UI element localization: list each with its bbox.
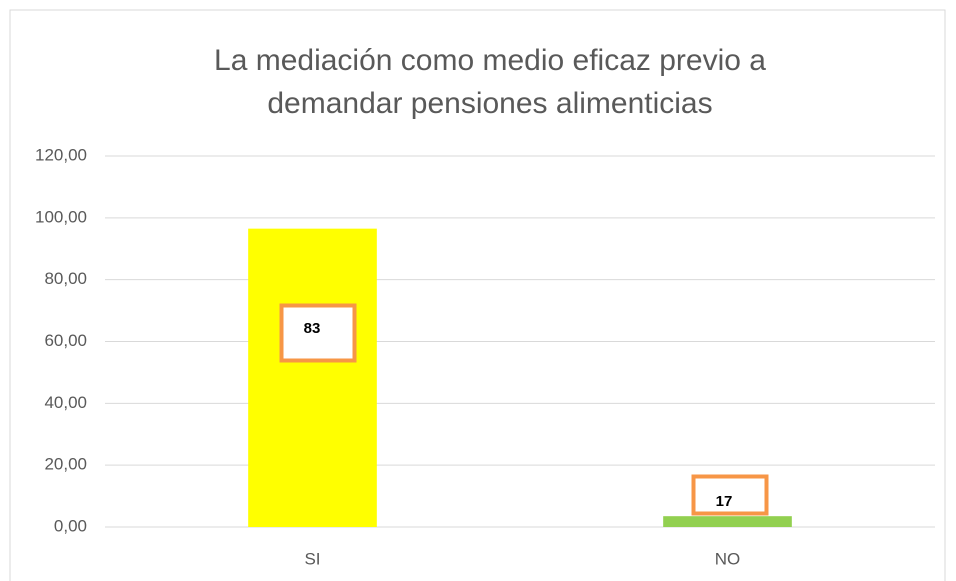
bar — [248, 228, 377, 527]
x-tick-label: SI — [304, 549, 320, 568]
annotation: 17 — [716, 493, 733, 510]
chart-border — [9, 9, 946, 581]
y-tick-label: 120,00 — [35, 145, 87, 164]
annotation: 83 — [304, 320, 321, 337]
x-tick-label: NO — [715, 549, 741, 568]
y-tick-label: 40,00 — [44, 393, 87, 412]
y-tick-label: 100,00 — [35, 207, 87, 226]
y-tick-label: 60,00 — [44, 331, 87, 350]
y-tick-label: 80,00 — [44, 269, 87, 288]
chart-title: La mediación como medio eficaz previo a — [214, 44, 766, 77]
annotation-box — [279, 303, 357, 363]
y-tick-label: 20,00 — [44, 455, 87, 474]
chart-title: demandar pensiones alimenticias — [267, 87, 712, 120]
y-tick-label: 0,00 — [54, 516, 87, 535]
annotation-box — [691, 474, 769, 516]
bar — [663, 516, 792, 527]
